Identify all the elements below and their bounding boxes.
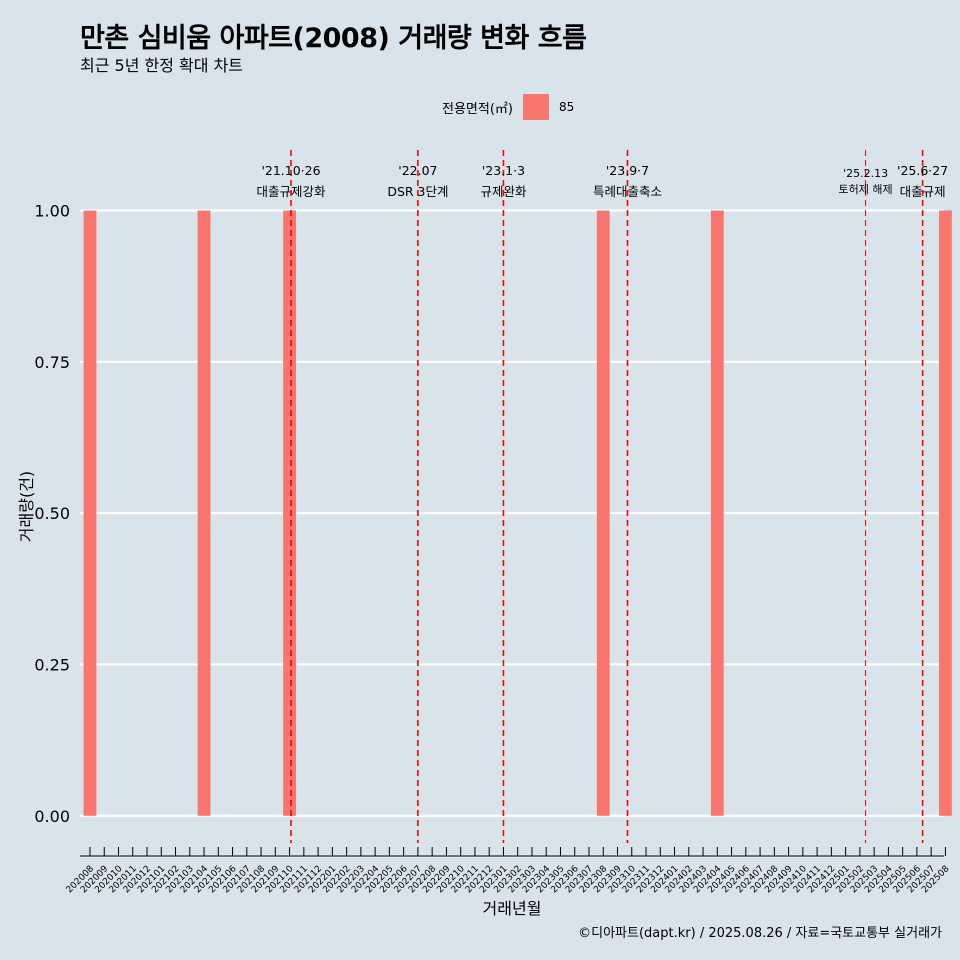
chart-title: 만촌 심비움 아파트(2008) 거래량 변화 흐름 <box>80 23 587 54</box>
x-axis-title: 거래년월 <box>483 899 542 918</box>
y-tick-label: 0.75 <box>34 353 70 372</box>
event-date: '23.9·7 <box>606 163 649 178</box>
bar-202110 <box>283 210 296 816</box>
source-caption: ©디아파트(dapt.kr) / 2025.08.26 / 자료=국토교통부 실… <box>578 926 942 941</box>
bar-202008 <box>83 210 97 816</box>
bar-202508 <box>939 210 952 816</box>
event-label: 대출규제강화 <box>257 184 327 199</box>
event-label: 토허제 해제 <box>839 182 893 196</box>
event-date: '23.1·3 <box>482 163 525 178</box>
y-tick-label: 0.00 <box>34 807 70 826</box>
event-label: DSR 3단계 <box>387 184 448 199</box>
legend-title: 전용면적(㎡) <box>442 101 513 117</box>
legend: 전용면적(㎡) 85 <box>442 93 574 121</box>
bar-202308 <box>596 210 610 816</box>
bar-202104 <box>197 210 211 816</box>
event-label: 대출규제 <box>900 184 946 199</box>
event-date: '21.10·26 <box>261 163 320 178</box>
event-date: '25.6·27 <box>897 163 948 178</box>
y-axis-title: 거래량(건) <box>17 471 36 542</box>
y-tick-label: 0.50 <box>34 504 70 523</box>
event-date: '25.2.13 <box>843 167 888 180</box>
y-tick-label: 1.00 <box>34 202 70 221</box>
y-tick-label: 0.25 <box>34 655 70 674</box>
chart-subtitle: 최근 5년 한정 확대 차트 <box>80 56 244 75</box>
event-label: 특례대출축소 <box>593 184 662 199</box>
event-label: 규제완화 <box>480 184 527 199</box>
event-date: '22.07 <box>398 163 437 178</box>
bar-202404 <box>710 210 724 816</box>
legend-key-85 <box>522 94 549 120</box>
legend-label-85: 85 <box>558 100 575 114</box>
